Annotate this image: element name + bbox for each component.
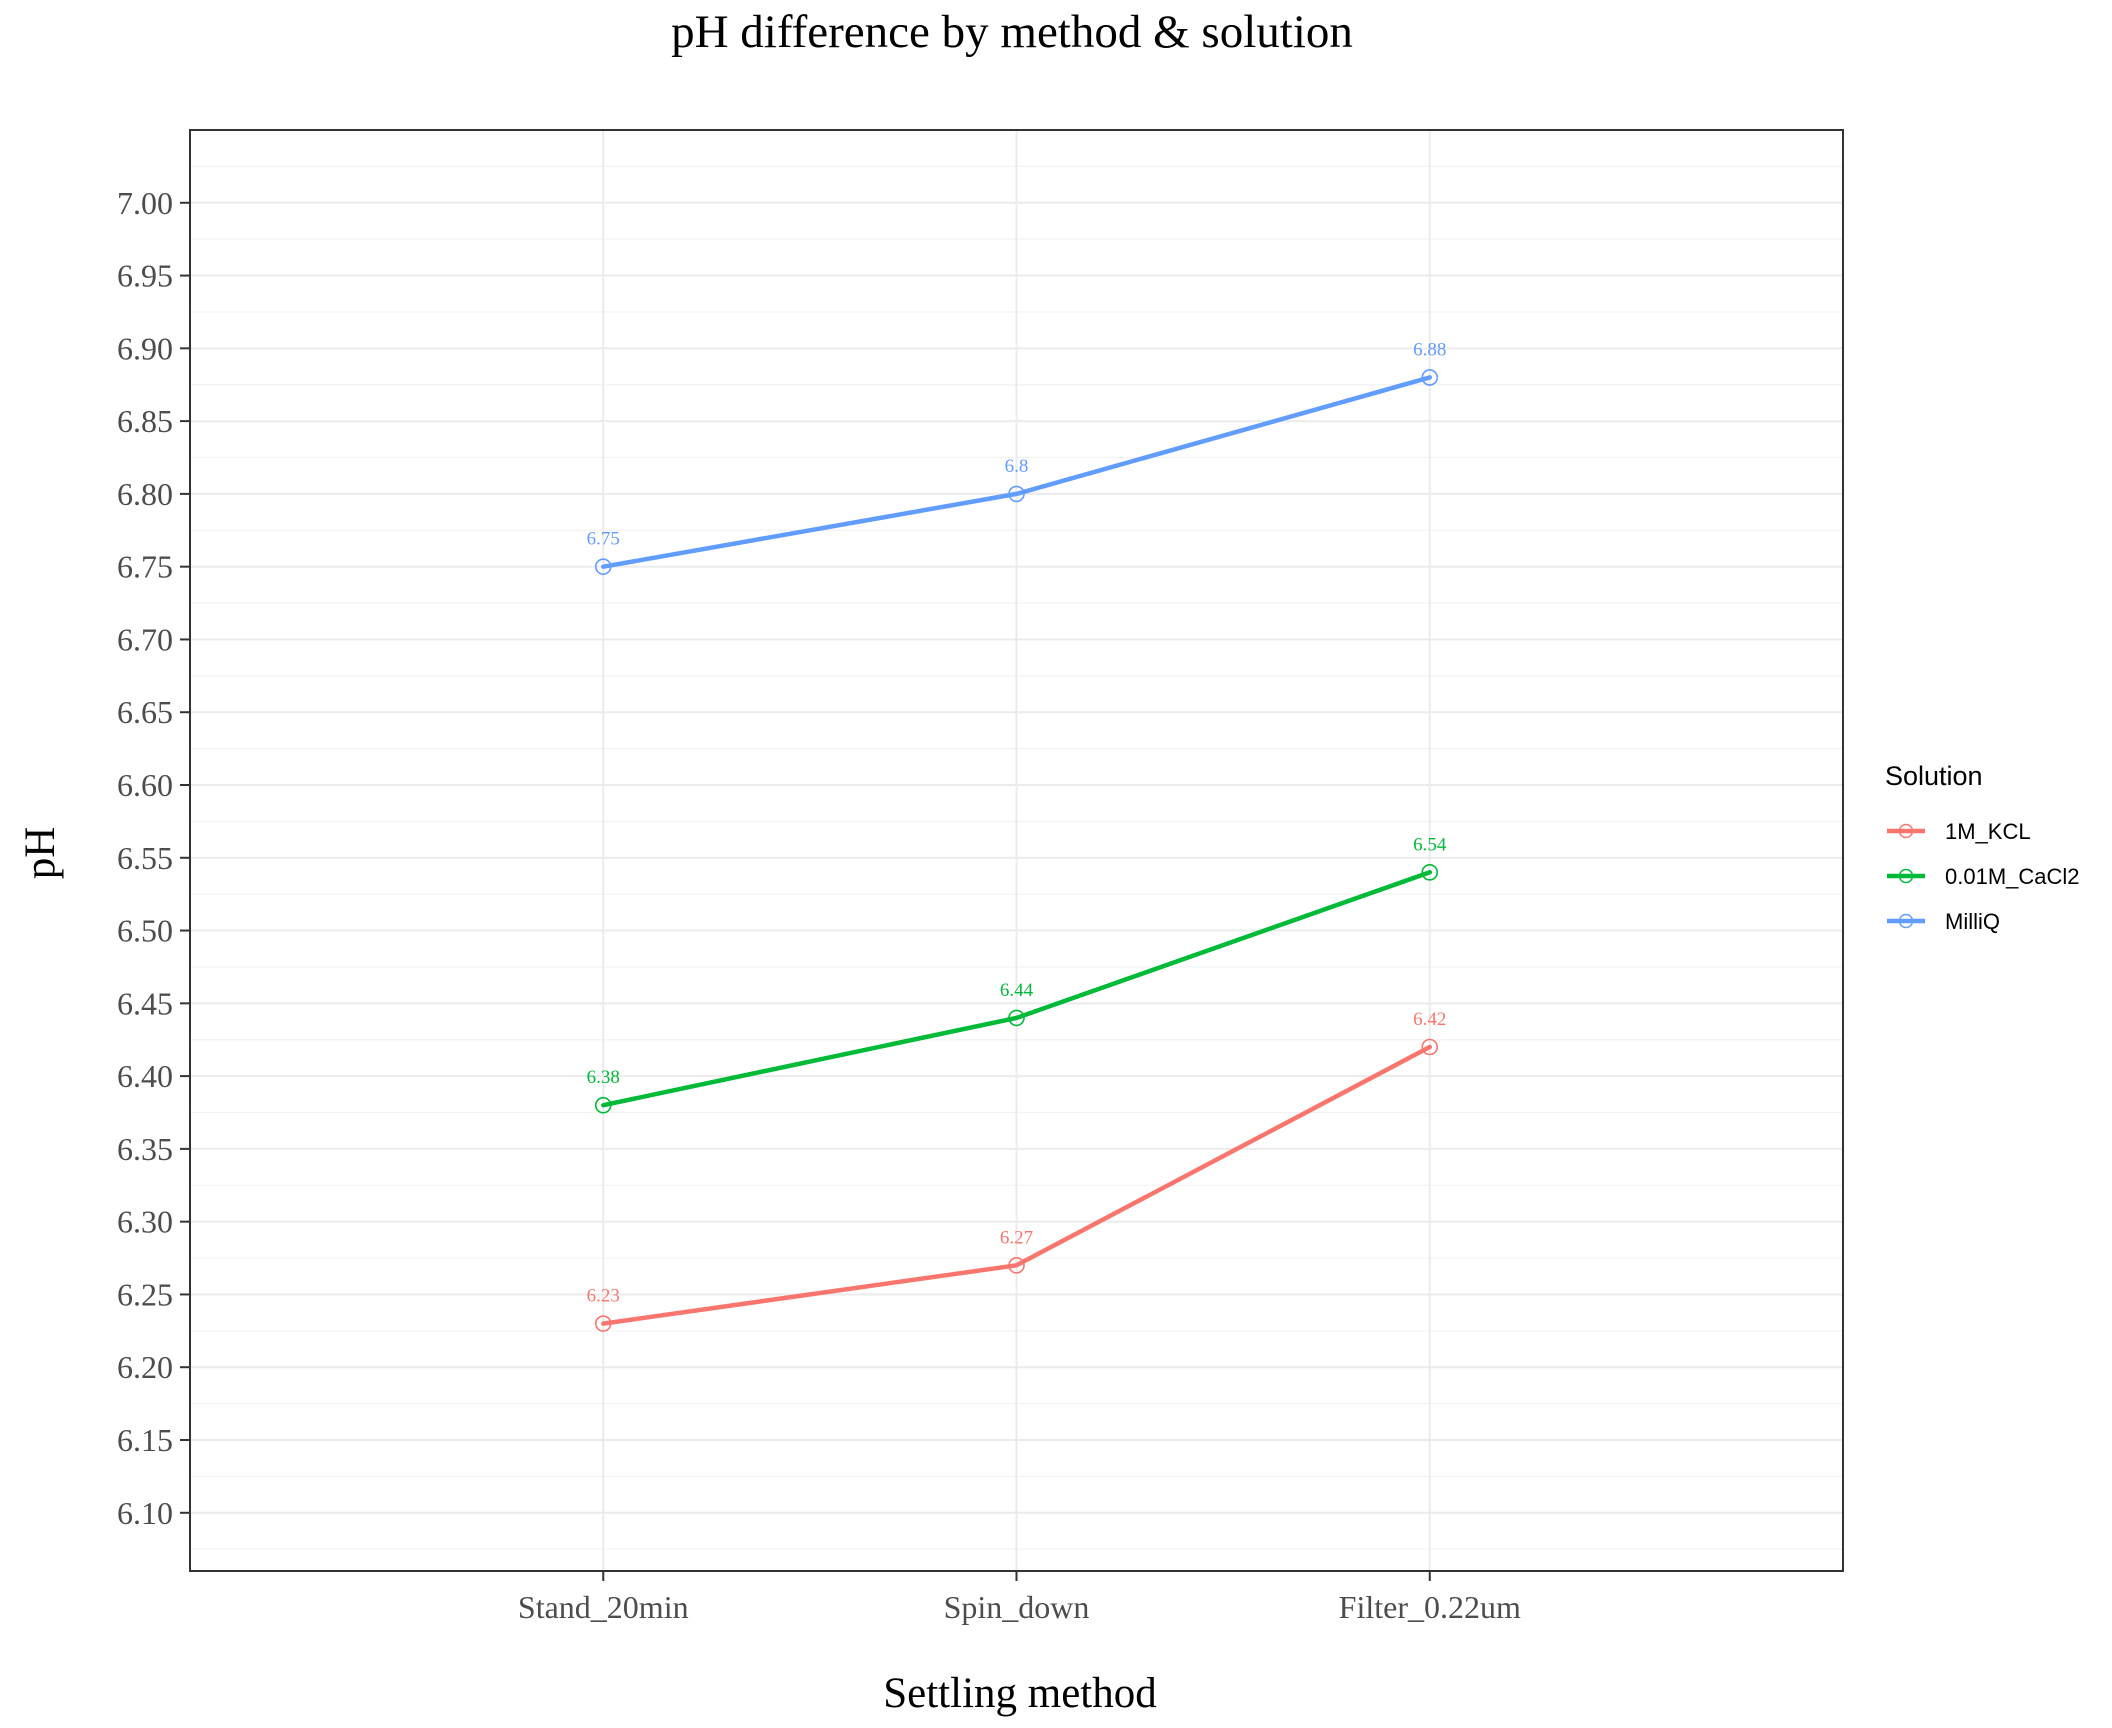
- y-tick-label: 6.90: [117, 330, 173, 366]
- y-tick-label: 6.45: [117, 985, 173, 1021]
- y-tick-label: 6.20: [117, 1349, 173, 1385]
- legend-title: Solution: [1885, 761, 1983, 791]
- series-line: [601, 375, 1433, 569]
- y-tick-label: 6.95: [117, 258, 173, 294]
- data-label: 6.54: [1413, 834, 1447, 855]
- data-point: [1421, 369, 1439, 386]
- y-tick-label: 6.75: [117, 549, 173, 585]
- legend-key-point: [1898, 868, 1914, 884]
- data-point: [594, 1096, 612, 1114]
- legend: Solution 1M_KCL 0.01M_CaCl2 MilliQ: [1885, 761, 2080, 934]
- data-label: 6.44: [1000, 980, 1034, 1001]
- chart-title: pH difference by method & solution: [671, 6, 1353, 58]
- y-tick-label: 6.30: [117, 1204, 173, 1240]
- data-point: [1008, 485, 1025, 503]
- y-tick-label: 6.15: [117, 1422, 173, 1458]
- series-line: [601, 1044, 1433, 1326]
- data-point: [1008, 1009, 1025, 1027]
- x-tick-label: Spin_down: [944, 1589, 1090, 1625]
- legend-label: MilliQ: [1945, 909, 2000, 934]
- data-point: [1008, 1257, 1025, 1274]
- data-point: [1421, 864, 1439, 881]
- y-tick-label: 6.40: [117, 1058, 173, 1094]
- series-line: [601, 870, 1433, 1108]
- y-tick-label: 6.55: [117, 840, 173, 876]
- y-tick-label: 6.80: [117, 476, 173, 512]
- legend-label: 0.01M_CaCl2: [1945, 864, 2080, 889]
- data-points: [594, 369, 1439, 1332]
- x-tick-label: Stand_20min: [518, 1589, 689, 1625]
- x-tick-label: Filter_0.22um: [1339, 1589, 1521, 1625]
- y-tick-label: 6.25: [117, 1276, 173, 1312]
- data-label: 6.42: [1413, 1009, 1446, 1030]
- data-point: [594, 1315, 612, 1332]
- grid: [190, 130, 1843, 1571]
- y-tick-label: 6.70: [117, 621, 173, 657]
- data-label: 6.27: [1000, 1227, 1033, 1248]
- y-axis-title: pH: [17, 827, 64, 880]
- data-point: [594, 558, 612, 575]
- y-tick-label: 7.00: [117, 185, 173, 221]
- x-axis: Stand_20min Spin_down Filter_0.22um: [518, 1571, 1521, 1625]
- data-label: 6.88: [1413, 339, 1446, 360]
- data-label: 6.75: [587, 529, 620, 550]
- data-label: 6.38: [587, 1067, 620, 1088]
- legend-key-point: [1898, 823, 1914, 839]
- y-tick-label: 6.85: [117, 403, 173, 439]
- series-lines: [601, 375, 1433, 1326]
- legend-label: 1M_KCL: [1945, 819, 2031, 844]
- legend-key-point: [1898, 913, 1914, 929]
- data-label: 6.8: [1005, 456, 1029, 477]
- data-labels: 6.23 6.27 6.42 6.38 6.44 6.54 6.75 6.8 6.88: [587, 339, 1447, 1306]
- data-point: [1421, 1038, 1439, 1056]
- y-tick-label: 6.65: [117, 694, 173, 730]
- legend-items: 1M_KCL 0.01M_CaCl2 MilliQ: [1887, 819, 2080, 934]
- x-axis-title: Settling method: [883, 1670, 1157, 1717]
- y-tick-label: 6.50: [117, 913, 173, 949]
- data-label: 6.23: [587, 1286, 620, 1307]
- y-tick-label: 6.60: [117, 767, 173, 803]
- y-tick-label: 6.10: [117, 1495, 173, 1531]
- y-axis: 6.10 6.15 6.20 6.25 6.30 6.35 6.40 6.45 6.50 6.55…: [117, 185, 190, 1531]
- y-tick-label: 6.35: [117, 1131, 173, 1167]
